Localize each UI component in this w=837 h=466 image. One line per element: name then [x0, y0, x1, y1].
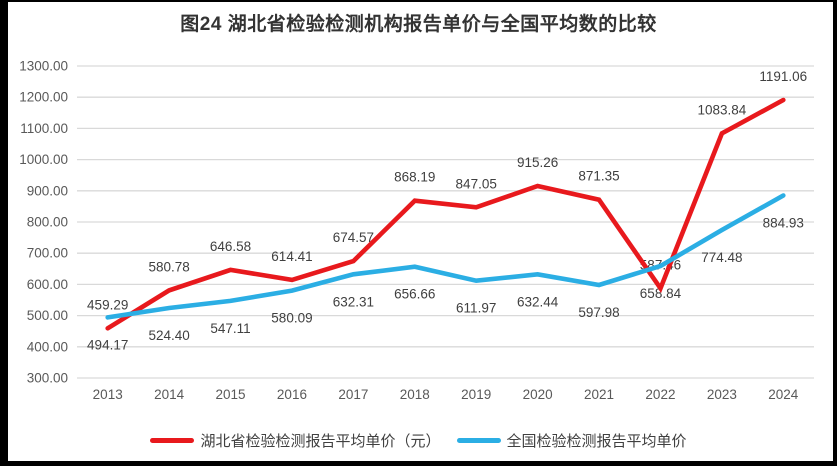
y-axis-tick-label: 500.00	[27, 308, 68, 323]
legend-label-national: 全国检验检测报告平均单价	[506, 433, 687, 450]
frame-border-top	[0, 0, 837, 2]
x-axis-tick-label: 2013	[93, 387, 123, 402]
data-label: 1083.84	[697, 102, 746, 117]
data-label: 656.66	[394, 287, 435, 302]
data-label: 632.31	[333, 294, 374, 309]
data-label: 580.78	[148, 259, 189, 274]
data-label: 597.98	[578, 305, 619, 320]
x-axis-tick-label: 2021	[584, 387, 614, 402]
data-label: 915.26	[517, 155, 558, 170]
y-axis-tick-label: 1300.00	[19, 59, 68, 74]
x-axis-tick-label: 2019	[461, 387, 491, 402]
legend-label-hubei: 湖北省检验检测报告平均单价（元）	[200, 433, 441, 450]
x-axis-tick-label: 2014	[154, 387, 185, 402]
y-axis-tick-label: 1100.00	[20, 121, 68, 136]
x-axis-tick-label: 2023	[707, 387, 737, 402]
x-axis-tick-label: 2022	[645, 387, 675, 402]
series-line	[105, 193, 786, 320]
data-label: 494.17	[87, 337, 128, 352]
chart-title: 图24 湖北省检验检测机构报告单价与全国平均数的比较	[180, 14, 657, 35]
national-series-line-swatch	[456, 438, 501, 443]
data-label: 632.44	[517, 294, 559, 309]
data-label: 774.48	[701, 250, 742, 265]
frame-border-right	[833, 0, 837, 466]
y-axis-tick-label: 400.00	[27, 339, 68, 354]
y-axis-tick-label: 800.00	[27, 215, 68, 230]
y-axis-tick-label: 1200.00	[19, 90, 68, 105]
data-label: 580.09	[271, 311, 312, 326]
data-label: 611.97	[456, 301, 496, 316]
x-axis-tick-label: 2017	[338, 387, 368, 402]
data-label: 646.58	[210, 239, 251, 254]
data-label: 459.29	[87, 297, 128, 312]
data-label: 868.19	[394, 170, 435, 185]
data-label: 674.57	[333, 230, 374, 245]
data-label: 884.93	[763, 216, 804, 231]
x-axis-tick-label: 2015	[216, 387, 246, 402]
frame-border-bottom	[0, 461, 837, 466]
x-axis-tick-label: 2018	[400, 387, 430, 402]
y-axis-tick-label: 700.00	[27, 246, 68, 261]
x-axis-tick-label: 2024	[768, 387, 799, 402]
data-label: 547.11	[210, 321, 250, 336]
data-label: 1191.06	[759, 69, 807, 84]
x-axis-tick-label: 2020	[523, 387, 553, 402]
data-label: 847.05	[456, 176, 497, 191]
chart-legend: 湖北省检验检测报告平均单价（元） 全国检验检测报告平均单价	[0, 430, 837, 451]
x-axis-tick-label: 2016	[277, 387, 307, 402]
series-line	[105, 97, 786, 331]
data-label: 658.84	[640, 286, 682, 301]
legend-item-hubei: 湖北省检验检测报告平均单价（元）	[150, 430, 441, 451]
frame-border-left	[0, 0, 8, 466]
y-axis-tick-label: 300.00	[27, 371, 68, 386]
y-axis-tick-label: 1000.00	[19, 152, 68, 167]
data-label: 524.40	[148, 328, 189, 343]
legend-item-national: 全国检验检测报告平均单价	[456, 430, 687, 451]
data-label: 871.35	[578, 169, 619, 184]
y-axis-tick-label: 600.00	[27, 277, 68, 292]
hubei-series-line-swatch	[150, 438, 195, 443]
data-label: 614.41	[271, 249, 312, 264]
y-axis-tick-label: 900.00	[27, 183, 68, 198]
